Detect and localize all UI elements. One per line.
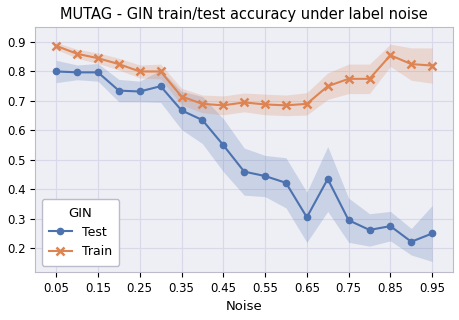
Test — [53, 69, 59, 73]
Train — [408, 62, 413, 66]
Train — [428, 64, 434, 68]
Title: MUTAG - GIN train/test accuracy under label noise: MUTAG - GIN train/test accuracy under la… — [60, 7, 427, 22]
Test — [137, 90, 142, 93]
Test — [366, 228, 371, 232]
Test — [157, 84, 163, 88]
Test — [95, 70, 101, 74]
Test — [199, 118, 205, 122]
Train — [262, 102, 267, 106]
Test — [283, 181, 288, 185]
Test — [324, 177, 330, 181]
Test — [220, 143, 225, 147]
Train — [345, 77, 351, 81]
Legend: Test, Train: Test, Train — [41, 199, 119, 266]
Line: Test: Test — [53, 68, 434, 245]
Test — [408, 240, 413, 244]
Test — [116, 89, 121, 92]
Train — [387, 53, 392, 57]
Train — [241, 100, 246, 104]
Train — [157, 69, 163, 73]
Train — [303, 102, 309, 106]
Train — [95, 56, 101, 60]
Train — [53, 44, 59, 48]
Line: Train: Train — [52, 42, 435, 109]
Test — [262, 174, 267, 178]
Test — [179, 108, 184, 112]
Train — [116, 62, 121, 66]
Train — [199, 102, 205, 106]
Test — [345, 218, 351, 222]
Train — [220, 103, 225, 107]
Train — [179, 95, 184, 99]
Train — [74, 52, 80, 56]
Test — [428, 232, 434, 236]
Test — [241, 170, 246, 173]
Test — [387, 224, 392, 228]
Train — [324, 84, 330, 88]
Train — [137, 69, 142, 73]
Train — [366, 77, 371, 81]
Test — [74, 70, 80, 74]
X-axis label: Noise: Noise — [225, 300, 262, 313]
Test — [303, 215, 309, 219]
Train — [283, 103, 288, 107]
